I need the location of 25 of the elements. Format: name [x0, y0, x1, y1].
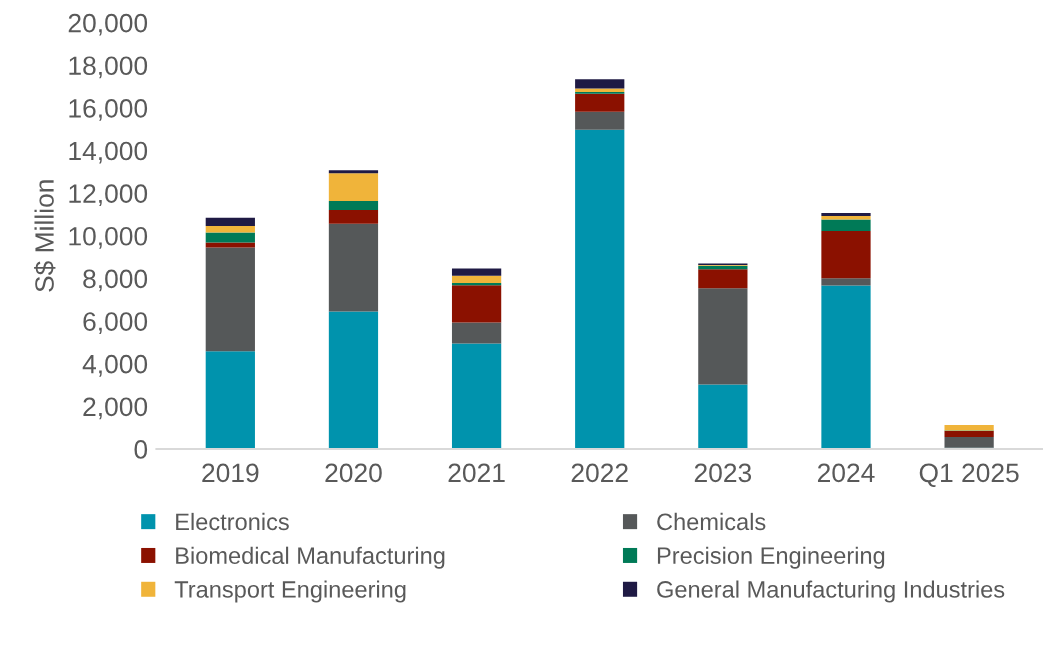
y-tick-label: 4,000 [82, 354, 148, 377]
legend-label: Transport Engineering [174, 580, 406, 603]
y-tick-label: 14,000 [69, 141, 148, 164]
y-tick-label: 0 [134, 440, 148, 459]
y-tick-label: 20,000 [68, 13, 148, 36]
y-tick-label: 18,000 [69, 56, 148, 79]
legend-label: Chemicals [657, 512, 766, 531]
y-tick-label: 6,000 [83, 312, 148, 334]
y-tick-label: 10,000 [69, 226, 148, 249]
y-tick-label: 12,000 [69, 184, 148, 207]
y-tick-label: 2,000 [83, 397, 148, 420]
legend-label: Biomedical Manufacturing [176, 546, 445, 569]
x-tick-label: 2022 [571, 463, 628, 483]
legend-label: General Manufacturing Industries [657, 580, 1005, 603]
y-axis-title: S$ Million [34, 180, 56, 292]
legend-label: Electronics [176, 512, 289, 531]
x-tick-label: 2021 [448, 463, 505, 483]
x-tick-label: Q1 2025 [919, 463, 1019, 487]
x-tick-label: 2019 [202, 463, 259, 483]
x-tick-label: 2024 [817, 463, 875, 483]
x-tick-label: 2020 [325, 463, 382, 483]
x-tick-label: 2023 [694, 463, 752, 483]
legend-label: Precision Engineering [657, 546, 885, 569]
y-tick-label: 16,000 [69, 99, 148, 121]
y-tick-label: 8,000 [83, 269, 148, 292]
